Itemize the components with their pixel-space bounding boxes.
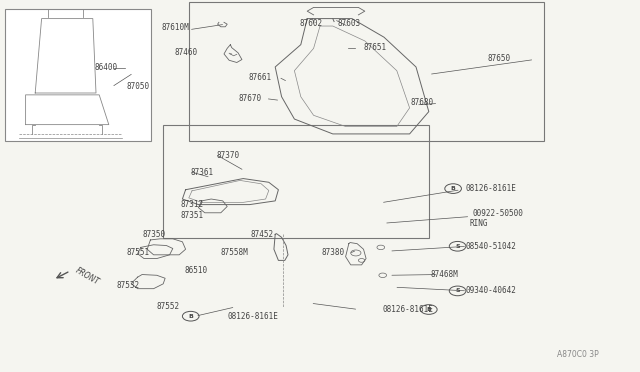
Text: 87558M: 87558M	[221, 248, 248, 257]
Text: 87551: 87551	[127, 248, 150, 257]
Text: 86400: 86400	[95, 63, 118, 72]
Text: 87468M: 87468M	[430, 270, 458, 279]
Text: 87460: 87460	[174, 48, 197, 57]
Text: 00922-50500: 00922-50500	[472, 209, 523, 218]
Text: 86510: 86510	[184, 266, 207, 275]
Text: 87452: 87452	[251, 230, 274, 239]
Text: 87050: 87050	[127, 82, 150, 91]
Text: 08126-8161E: 08126-8161E	[227, 312, 278, 321]
Text: 87602: 87602	[300, 19, 323, 28]
Text: 87661: 87661	[248, 73, 271, 81]
Text: S: S	[455, 244, 460, 249]
Bar	[5, 9, 151, 141]
Text: 08126-8161E: 08126-8161E	[383, 305, 433, 314]
Text: 87680: 87680	[411, 98, 434, 107]
Text: B: B	[188, 314, 193, 319]
Text: B: B	[451, 186, 456, 191]
Text: 87532: 87532	[116, 281, 140, 290]
Text: 87380: 87380	[321, 248, 344, 257]
Bar	[189, 2, 544, 141]
Text: 87350: 87350	[142, 230, 165, 239]
Text: 87610M: 87610M	[162, 23, 189, 32]
Text: B: B	[426, 307, 431, 312]
Text: RING: RING	[469, 219, 488, 228]
Bar	[163, 125, 429, 238]
Text: A870C0 3P: A870C0 3P	[557, 350, 598, 359]
Text: 87670: 87670	[238, 94, 261, 103]
Text: 87603: 87603	[338, 19, 361, 28]
Text: 08126-8161E: 08126-8161E	[466, 184, 516, 193]
Text: 87370: 87370	[216, 151, 239, 160]
Text: 87552: 87552	[157, 302, 180, 311]
Text: 87361: 87361	[191, 168, 214, 177]
Text: S: S	[455, 288, 460, 294]
Text: 87351: 87351	[180, 211, 204, 220]
Text: 09340-40642: 09340-40642	[466, 286, 516, 295]
Text: 87312: 87312	[180, 200, 204, 209]
Text: 08540-51042: 08540-51042	[466, 242, 516, 251]
Text: 87651: 87651	[364, 43, 387, 52]
Text: 87650: 87650	[488, 54, 511, 63]
Text: FRONT: FRONT	[74, 266, 100, 286]
